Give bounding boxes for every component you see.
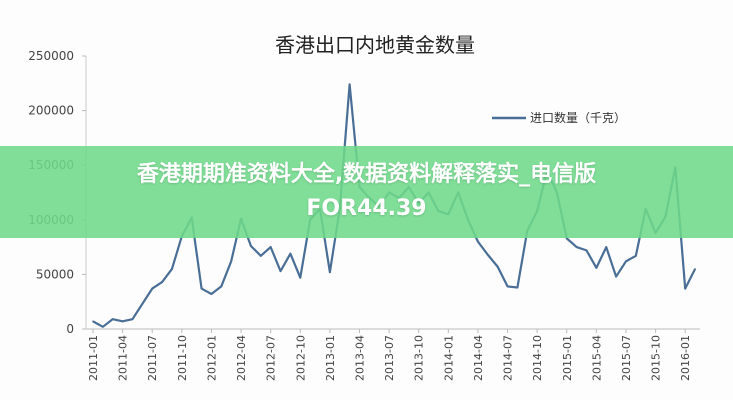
data-point [506, 285, 509, 288]
data-point [269, 246, 272, 248]
data-point [575, 246, 578, 248]
x-tick-label: 2013-04 [353, 335, 366, 381]
data-point [477, 240, 479, 243]
data-point [635, 255, 637, 257]
x-tick-label: 2015-07 [620, 335, 633, 381]
data-point [200, 287, 203, 290]
y-tick-label: 0 [66, 322, 74, 336]
data-point [615, 275, 617, 278]
y-tick-label: 50000 [36, 267, 74, 281]
data-point [141, 303, 144, 305]
x-tick-label: 2013-10 [413, 335, 426, 381]
x-tick-label: 2016-01 [679, 335, 692, 381]
data-point [121, 320, 124, 323]
data-point [111, 318, 114, 320]
x-tick-label: 2011-07 [146, 335, 159, 381]
legend-label: 进口数量（千克） [530, 110, 626, 125]
x-tick-label: 2012-01 [205, 335, 218, 381]
x-tick-label: 2011-04 [117, 335, 130, 381]
x-tick-label: 2013-07 [383, 335, 396, 381]
x-tick-label: 2012-10 [294, 335, 307, 381]
x-tick-label: 2014-01 [442, 335, 455, 381]
data-point [299, 276, 302, 279]
y-tick-label: 200000 [28, 104, 74, 118]
data-point [92, 320, 94, 323]
x-tick-label: 2012-04 [235, 335, 248, 381]
data-point [230, 260, 232, 263]
data-point [329, 271, 331, 274]
x-tick-label: 2013-01 [324, 335, 337, 381]
x-tick-label: 2012-07 [265, 335, 278, 381]
data-point [585, 249, 588, 252]
legend: 进口数量（千克） [492, 110, 626, 125]
data-point [694, 268, 696, 270]
x-tick-label: 2014-04 [472, 335, 485, 381]
data-point [487, 253, 489, 256]
x-tick-label: 2011-10 [176, 335, 189, 381]
data-point [210, 293, 213, 295]
data-point [279, 270, 282, 272]
x-tick-label: 2014-07 [502, 335, 515, 381]
chart-title: 香港出口内地黄金数量 [275, 33, 475, 57]
data-point [516, 286, 519, 289]
data-point [595, 267, 598, 269]
data-point [625, 260, 627, 263]
data-point [151, 287, 154, 290]
data-point [605, 246, 608, 248]
data-point [684, 287, 686, 290]
data-point [259, 255, 262, 257]
x-tick-label: 2015-01 [561, 335, 574, 381]
y-tick-label: 250000 [28, 49, 74, 63]
banner-subtitle: FOR44.39 [306, 196, 427, 221]
data-point [348, 83, 351, 86]
data-point [289, 252, 292, 255]
x-tick-label: 2015-04 [590, 335, 603, 381]
data-point [220, 285, 223, 288]
banner-title: 香港期期准资料大全,数据资料解释落实_电信版 [136, 162, 597, 187]
data-point [496, 265, 499, 268]
x-tick-label: 2014-10 [531, 335, 544, 381]
data-point [250, 245, 252, 247]
overlay-banner: 香港期期准资料大全,数据资料解释落实_电信版 FOR44.39 [0, 146, 733, 238]
data-point [102, 326, 104, 328]
data-point [161, 281, 163, 283]
x-tick-label: 2011-01 [87, 335, 100, 381]
data-point [131, 318, 134, 320]
x-tick-label: 2015-10 [650, 335, 663, 381]
data-point [171, 268, 173, 270]
